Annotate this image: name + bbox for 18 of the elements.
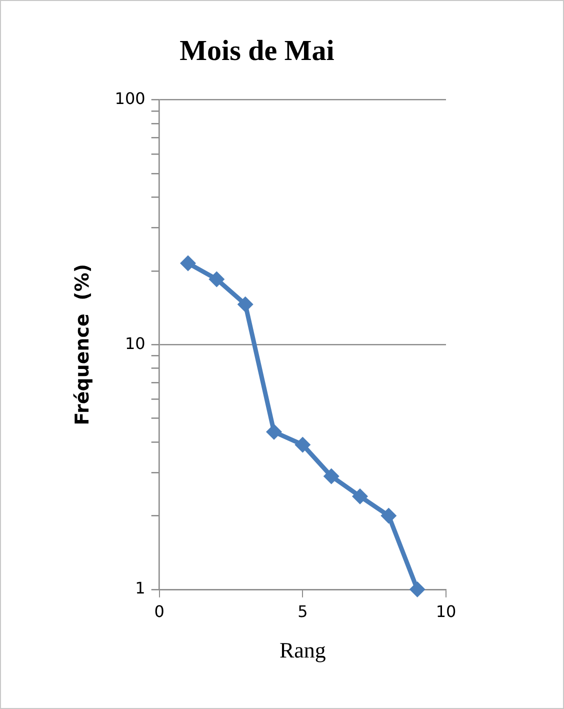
x-tick-label: 10 bbox=[436, 602, 456, 622]
x-tick-label: 0 bbox=[154, 602, 164, 622]
x-tick-label: 5 bbox=[298, 602, 308, 622]
chart-title: Mois de Mai bbox=[180, 34, 334, 67]
x-axis-title: Rang bbox=[279, 638, 326, 663]
point bbox=[266, 424, 282, 440]
y-tick-label: 1 bbox=[135, 578, 146, 598]
point bbox=[352, 488, 368, 504]
y-axis-title: Fréquence (%) bbox=[71, 264, 94, 426]
y-tick-label: 10 bbox=[124, 334, 146, 353]
point bbox=[180, 255, 196, 272]
point bbox=[409, 581, 426, 598]
point bbox=[208, 271, 225, 288]
y-tick-label: 100 bbox=[114, 88, 146, 108]
point bbox=[323, 468, 340, 484]
point bbox=[380, 508, 397, 524]
point bbox=[237, 296, 254, 312]
point bbox=[294, 436, 311, 453]
